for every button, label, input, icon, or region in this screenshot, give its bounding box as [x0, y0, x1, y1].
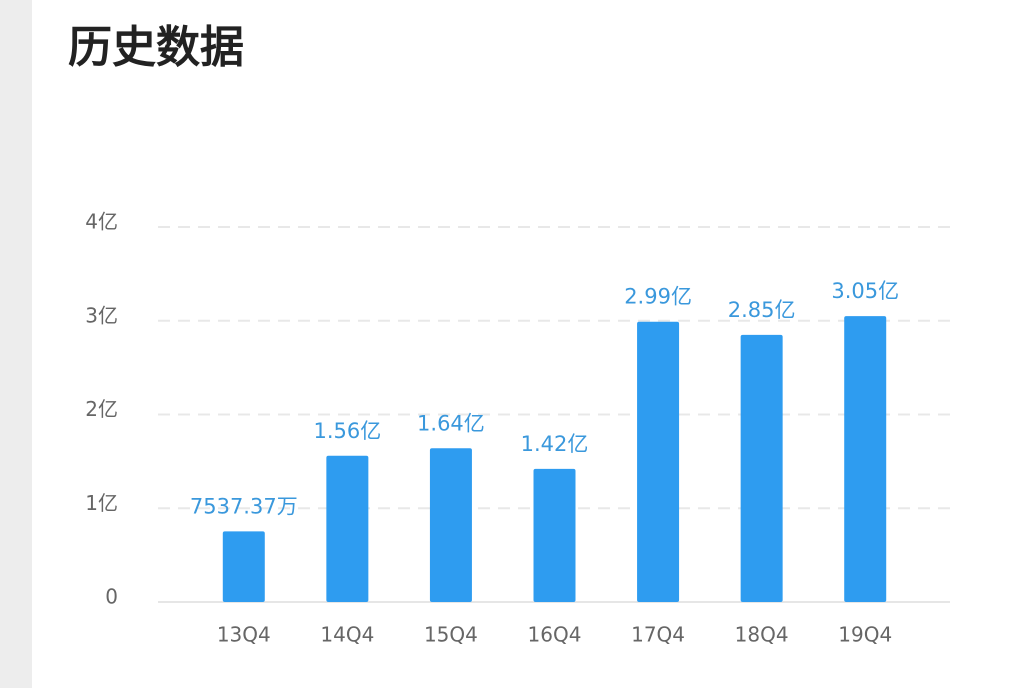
x-tick-label: 17Q4 [631, 623, 685, 647]
value-label: 7537.37万 [190, 494, 298, 518]
value-label: 2.99亿 [624, 285, 692, 309]
value-label: 1.56亿 [313, 419, 381, 443]
y-tick-label: 4亿 [85, 210, 118, 234]
x-tick-label: 13Q4 [217, 623, 271, 647]
bar [222, 531, 265, 602]
value-label: 1.64亿 [417, 411, 485, 435]
x-tick-label: 18Q4 [735, 623, 789, 647]
x-tick-label: 19Q4 [838, 623, 892, 647]
y-tick-label: 2亿 [85, 397, 118, 421]
y-tick-label: 3亿 [85, 303, 118, 327]
bar [429, 448, 472, 602]
x-tick-label: 16Q4 [528, 623, 582, 647]
side-strip [0, 0, 32, 688]
x-tick-label: 14Q4 [320, 623, 374, 647]
bar [844, 316, 887, 602]
bar [637, 321, 680, 602]
value-label: 3.05亿 [831, 279, 899, 303]
y-tick-label: 1亿 [85, 491, 118, 515]
value-label: 1.42亿 [521, 432, 589, 456]
bar [740, 334, 783, 602]
value-label: 2.85亿 [728, 298, 796, 322]
bar [533, 468, 576, 602]
chart-title: 历史数据 [68, 22, 244, 73]
y-tick-label: 0 [105, 585, 118, 609]
x-tick-label: 15Q4 [424, 623, 478, 647]
bar [326, 455, 369, 602]
